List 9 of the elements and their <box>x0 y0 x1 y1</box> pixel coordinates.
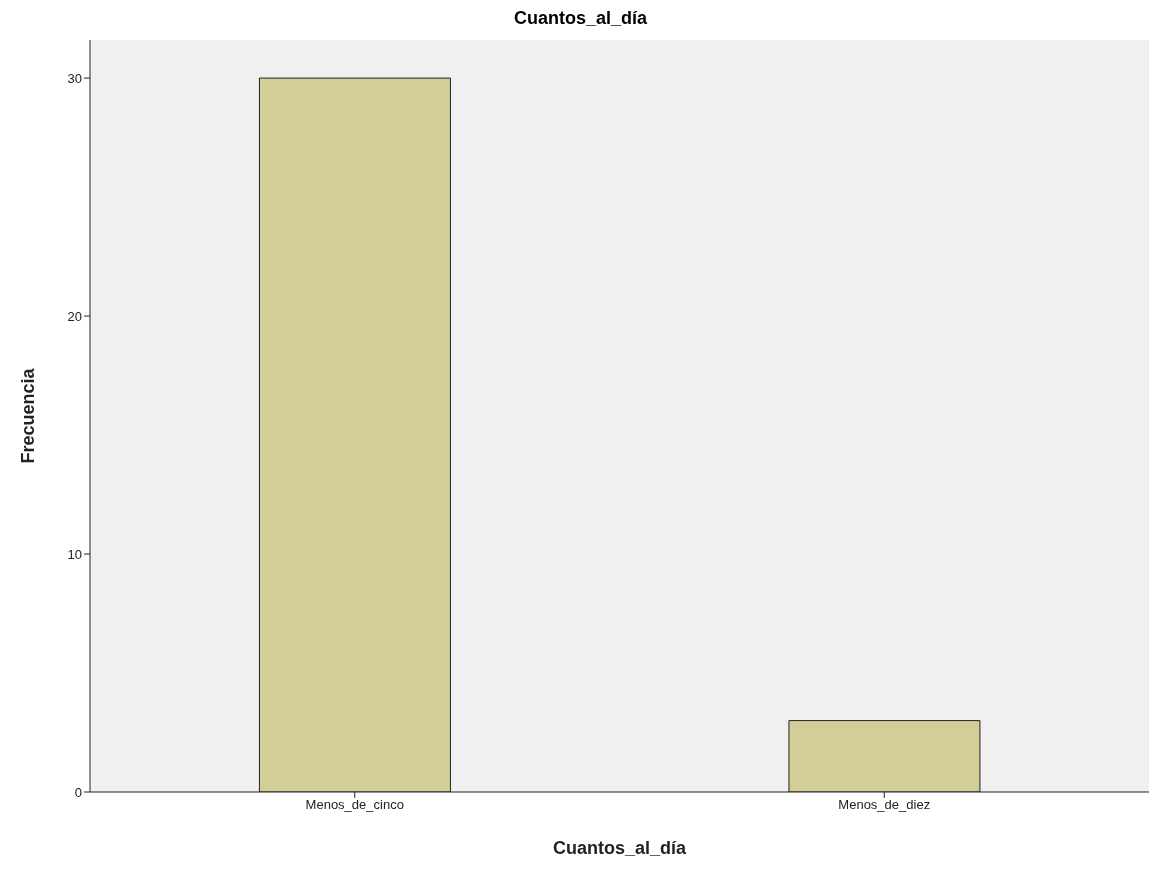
x-axis-title: Cuantos_al_día <box>552 838 688 858</box>
y-tick-label: 20 <box>67 308 82 324</box>
chart-title: Cuantos_al_día <box>512 8 648 30</box>
x-tick-label: Menos_de_cinco <box>305 797 404 813</box>
y-tick-label: 30 <box>67 70 82 86</box>
x-tick-label: Menos_de_diez <box>838 797 931 813</box>
y-axis-title: Frecuencia <box>18 367 39 464</box>
y-tick-label: 0 <box>74 784 82 800</box>
y-tick-label: 10 <box>67 546 82 562</box>
